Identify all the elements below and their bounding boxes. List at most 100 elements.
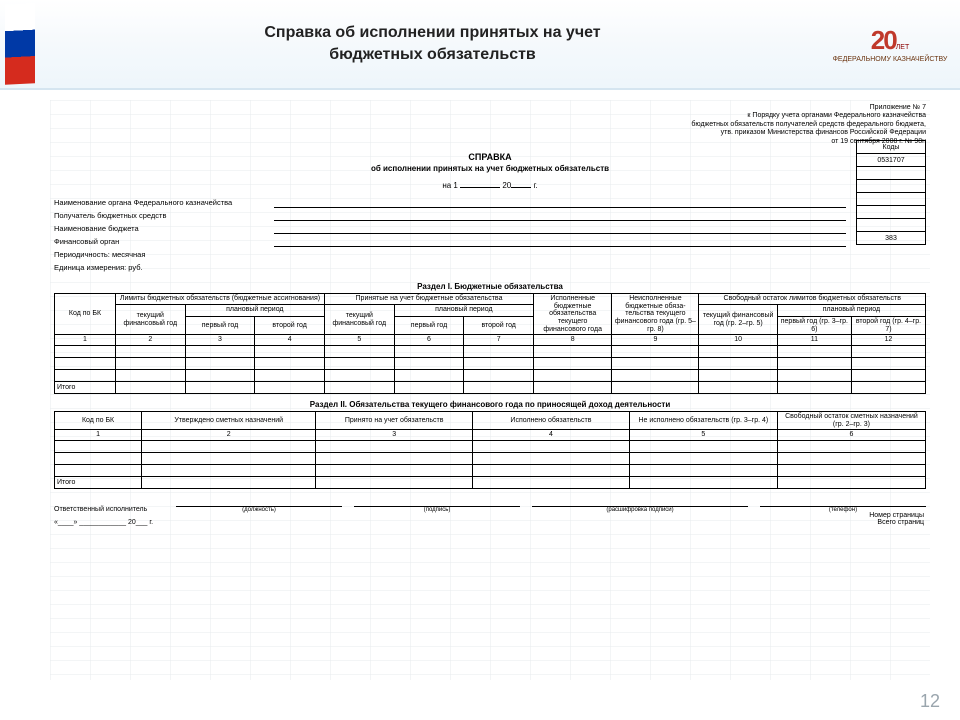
sig-f1 — [176, 499, 342, 507]
s1-h-executed: Исполненные бюджетные обязательства теку… — [534, 293, 612, 334]
codes-box: Коды 0531707 383 — [856, 140, 926, 245]
meta-l2: Получатель бюджетных средств — [54, 211, 274, 220]
doc-date-line: на 1 20 г. — [54, 181, 926, 190]
title-line-1: Справка об исполнении принятых на учет — [35, 22, 830, 44]
s1-h-accepted: Принятые на учет бюджетные обязательства — [324, 293, 533, 304]
sig-c1: (должность) — [176, 507, 342, 513]
date-suffix: г. — [533, 181, 537, 190]
s1-h-free: Свободный остаток лимитов бюджетных обяз… — [699, 293, 926, 304]
s1-c1: 1 — [55, 335, 116, 346]
annex-l4: утв. приказом Министерства финансов Росс… — [54, 129, 926, 137]
codes-empty — [857, 193, 926, 206]
codes-empty — [857, 219, 926, 232]
s2-h-unexec: Не исполнено обязательств (гр. 3–гр. 4) — [629, 412, 777, 430]
s2-h-kbk: Код по БК — [55, 412, 142, 430]
signature-block: Ответственный исполнитель (должность) (п… — [54, 499, 926, 526]
s1-total: Итого — [55, 382, 116, 394]
annex-note: Приложение № 7 к Порядку учета органами … — [54, 104, 926, 146]
sig-f4 — [760, 499, 926, 507]
slide-header: Справка об исполнении принятых на учет б… — [0, 0, 960, 90]
sig-date: «____» ____________ 20___ г. — [54, 519, 926, 526]
s1-h-unexec: Неисполненные бюджетные обяза- тельства … — [612, 293, 699, 334]
s1-sub-plan1: плановый период — [185, 304, 324, 316]
s1-sub-plan3: плановый период — [777, 304, 925, 316]
s1-c10: 10 — [699, 335, 777, 346]
s1-c2: 2 — [115, 335, 185, 346]
logo-subtitle: ФЕДЕРАЛЬНОМУ КАЗНАЧЕЙСТВУ — [830, 56, 950, 63]
s1-sub-cur2: текущий финансовый год — [324, 304, 394, 335]
s1-h-kbk: Код по БК — [55, 293, 116, 334]
footer-l1: Номер страницы — [869, 512, 924, 519]
s1-c6: 6 — [394, 335, 464, 346]
s1-h-limits: Лимиты бюджетных обязательств (бюджетные… — [115, 293, 324, 304]
codes-header: Коды — [857, 141, 926, 154]
s2-c1: 1 — [55, 430, 142, 441]
meta-block: Наименование органа Федерального казначе… — [54, 196, 926, 274]
codes-empty — [857, 206, 926, 219]
codes-empty — [857, 180, 926, 193]
meta-f1 — [274, 197, 846, 208]
anniversary-logo: 20ЛЕТ ФЕДЕРАЛЬНОМУ КАЗНАЧЕЙСТВУ — [830, 25, 950, 63]
s1-free-y1: первый год (гр. 3–гр. 6) — [777, 317, 851, 335]
date-blank-year — [511, 187, 531, 188]
s1-y1a: первый год — [185, 317, 255, 335]
meta-l1: Наименование органа Федерального казначе… — [54, 198, 274, 207]
s2-h-approved: Утверждено сметных назначений — [142, 412, 316, 430]
section2-table: Код по БК Утверждено сметных назначений … — [54, 411, 926, 489]
s2-c2: 2 — [142, 430, 316, 441]
doc-title: СПРАВКА — [54, 152, 926, 162]
sig-label: Ответственный исполнитель — [54, 506, 164, 513]
meta-l5: Периодичность: месячная — [54, 250, 274, 259]
date-blank-month — [460, 187, 500, 188]
annex-l2: к Порядку учета органами Федерального ка… — [54, 112, 926, 120]
s1-sub-cur1: текущий финансовый год — [115, 304, 185, 335]
s1-c3: 3 — [185, 335, 255, 346]
meta-f2 — [274, 210, 846, 221]
logo-suffix: ЛЕТ — [896, 44, 910, 51]
sig-c2: (подпись) — [354, 507, 520, 513]
document-form: Приложение № 7 к Порядку учета органами … — [50, 100, 930, 680]
s1-c11: 11 — [777, 335, 851, 346]
slide-title: Справка об исполнении принятых на учет б… — [35, 22, 830, 67]
date-prefix: на 1 — [442, 181, 458, 190]
doc-subtitle: об исполнении принятых на учет бюджетных… — [54, 164, 926, 173]
section1-title: Раздел I. Бюджетные обязательства — [54, 282, 926, 291]
s1-c9: 9 — [612, 335, 699, 346]
s1-sub-free-cur: текущий финансовый год (гр. 2–гр. 5) — [699, 304, 777, 335]
s2-h-accepted: Принято на учет обязательств — [316, 412, 473, 430]
sig-f2 — [354, 499, 520, 507]
s1-c4: 4 — [255, 335, 325, 346]
section2-title: Раздел II. Обязательства текущего финанс… — [54, 400, 926, 409]
s1-y1b: первый год — [394, 317, 464, 335]
codes-form-code: 0531707 — [857, 154, 926, 167]
s1-y2a: второй год — [255, 317, 325, 335]
s2-h-executed: Исполнено обязательств — [473, 412, 630, 430]
section1-table: Код по БК Лимиты бюджетных обязательств … — [54, 293, 926, 394]
meta-l6: Единица измерения: руб. — [54, 263, 274, 272]
codes-okei: 383 — [857, 232, 926, 245]
s1-free-y2: второй год (гр. 4–гр. 7) — [851, 317, 925, 335]
title-line-2: бюджетных обязательств — [35, 44, 830, 66]
s1-c5: 5 — [324, 335, 394, 346]
s2-total: Итого — [55, 477, 142, 489]
s2-c4: 4 — [473, 430, 630, 441]
sig-f3 — [532, 499, 748, 507]
s2-c6: 6 — [777, 430, 925, 441]
meta-l3: Наименование бюджета — [54, 224, 274, 233]
footer-page-info: Номер страницы Всего страниц — [869, 512, 924, 526]
logo-number: 20 — [871, 25, 896, 55]
date-year-prefix: 20 — [502, 181, 511, 190]
s2-c3: 3 — [316, 430, 473, 441]
footer-l2: Всего страниц — [869, 519, 924, 526]
annex-l5: от 19 сентября 2008 г. № 98н — [54, 138, 926, 146]
meta-f3 — [274, 223, 846, 234]
meta-l4: Финансовый орган — [54, 237, 274, 246]
s1-c12: 12 — [851, 335, 925, 346]
s1-y2b: второй год — [464, 317, 534, 335]
sig-c3: (расшифровка подписи) — [532, 507, 748, 513]
s2-c5: 5 — [629, 430, 777, 441]
annex-l3: бюджетных обязательств получателей средс… — [54, 121, 926, 129]
s1-c8: 8 — [534, 335, 612, 346]
russian-flag-ribbon — [5, 3, 35, 85]
codes-empty — [857, 167, 926, 180]
